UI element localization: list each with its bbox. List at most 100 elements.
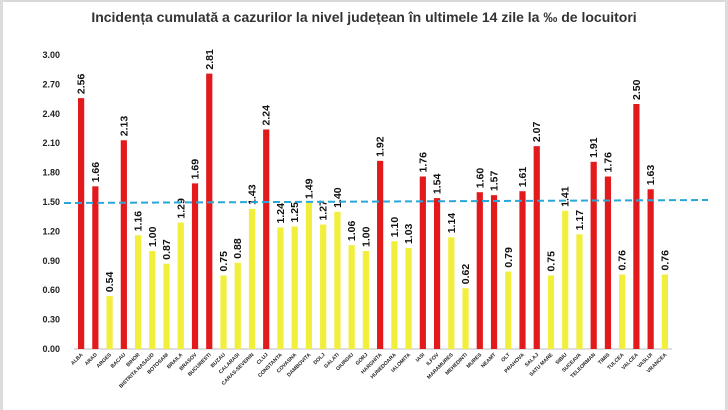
data-label: 1.63: [645, 165, 657, 186]
bar: [377, 160, 384, 349]
frame-edge-left: [0, 0, 3, 410]
data-label: 2.50: [631, 79, 643, 100]
bar: [391, 241, 398, 349]
x-tick-label: OLT: [500, 352, 512, 364]
bar: [248, 208, 256, 349]
data-label: 0.75: [545, 251, 557, 272]
bar: [277, 227, 284, 349]
bar: [562, 210, 569, 349]
reference-line: [63, 199, 709, 204]
data-label: 1.25: [289, 202, 301, 223]
data-label: 1.17: [574, 210, 586, 231]
data-label: 1.69: [190, 159, 202, 180]
bar: [419, 176, 426, 349]
data-label: 1.91: [588, 137, 600, 158]
data-label: 1.66: [90, 162, 102, 183]
y-tick-label: 1.80: [42, 168, 60, 178]
x-tick-label: ALBA: [70, 352, 85, 367]
bar: [590, 161, 597, 349]
data-label: 2.07: [531, 122, 543, 143]
bar: [78, 98, 85, 350]
bar: [263, 129, 270, 349]
data-label: 1.14: [446, 213, 458, 234]
data-label: 1.00: [360, 226, 372, 247]
frame-edge-top: [0, 0, 728, 2]
data-label: 1.24: [275, 203, 287, 224]
data-label: 1.40: [332, 187, 344, 208]
frame-edge-right: [725, 0, 728, 410]
y-tick-label: 2.70: [42, 79, 60, 89]
y-tick-label: 2.10: [42, 138, 60, 148]
data-label: 0.54: [104, 271, 116, 292]
x-tick-label: NEAMT: [480, 352, 498, 370]
data-label: 1.92: [375, 136, 387, 157]
data-label: 0.79: [503, 247, 515, 268]
bar: [334, 211, 341, 349]
bar: [348, 245, 355, 349]
bar: [490, 195, 498, 349]
data-label: 1.41: [560, 186, 572, 207]
bar: [647, 189, 654, 349]
data-label: 1.60: [474, 168, 486, 189]
data-label: 0.76: [659, 250, 671, 271]
data-label: 1.54: [432, 173, 444, 194]
data-label: 0.88: [232, 238, 244, 259]
y-tick-label: 0.00: [42, 344, 60, 354]
x-tick-label: IASI: [415, 352, 427, 364]
bar: [191, 183, 199, 349]
bar: [305, 202, 313, 349]
data-label: 0.76: [617, 250, 629, 271]
data-label: 0.62: [460, 264, 472, 285]
data-label: 2.13: [118, 116, 130, 137]
bar: [547, 275, 555, 349]
data-label: 0.75: [218, 251, 230, 272]
bar: [120, 140, 127, 349]
bar: [476, 192, 483, 349]
bar: [320, 224, 327, 349]
y-tick-label: 0.60: [42, 285, 60, 295]
bar: [533, 146, 540, 349]
data-label: 1.00: [147, 226, 159, 247]
x-tick-label: BACAU: [110, 352, 128, 370]
data-label: 2.81: [204, 49, 216, 70]
data-label: 1.76: [417, 152, 429, 173]
chart-title: Incidența cumulată a cazurilor la nivel …: [91, 9, 636, 25]
y-tick-label: 2.40: [42, 109, 60, 119]
bar: [163, 263, 170, 349]
data-label: 1.57: [489, 171, 501, 192]
bar: [604, 176, 612, 349]
y-tick-label: 0.30: [42, 315, 60, 325]
bar: [661, 274, 668, 349]
y-tick-label: 3.00: [42, 50, 60, 60]
bar: [619, 274, 626, 349]
bar: [462, 288, 469, 349]
bar: [234, 262, 241, 349]
data-label: 2.24: [261, 105, 273, 126]
data-label: 1.49: [303, 178, 315, 199]
y-tick-label: 0.90: [42, 256, 60, 266]
bar: [576, 234, 583, 349]
data-label: 1.76: [602, 152, 614, 173]
bar: [106, 296, 113, 349]
data-label: 1.10: [389, 217, 401, 238]
data-label: 1.06: [346, 221, 358, 242]
y-tick-label: 1.20: [42, 226, 60, 236]
bar: [220, 275, 227, 349]
bar: [134, 235, 142, 349]
bar: [433, 198, 441, 349]
data-label: 1.03: [403, 223, 415, 244]
data-label: 1.27: [318, 200, 330, 221]
bar: [206, 73, 213, 350]
bar: [362, 251, 369, 349]
bar: [405, 248, 412, 349]
data-label: 1.61: [517, 167, 529, 188]
bar: [633, 104, 640, 349]
bar: [291, 226, 298, 349]
data-label: 1.29: [175, 198, 187, 219]
bar: [505, 271, 512, 349]
data-label: 1.43: [246, 184, 258, 205]
bar: [519, 191, 526, 349]
bar: [149, 251, 156, 349]
